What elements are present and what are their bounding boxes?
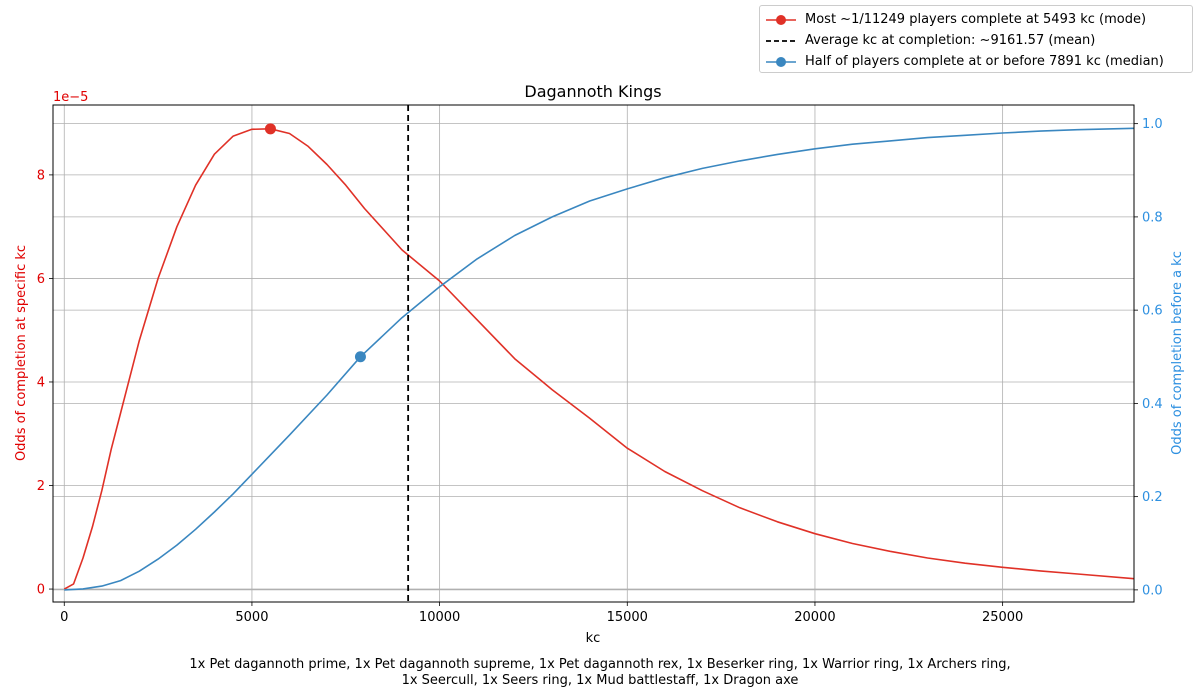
x-axis-label: kc bbox=[586, 631, 601, 646]
y-left-tick-label: 4 bbox=[37, 375, 45, 390]
x-tick-label: 0 bbox=[60, 610, 68, 625]
footnote-line-1: 1x Pet dagannoth prime, 1x Pet dagannoth… bbox=[189, 657, 1011, 672]
plot-frame bbox=[52, 104, 1135, 603]
y-left-tick-label: 8 bbox=[37, 168, 45, 183]
x-tick-label: 10000 bbox=[419, 610, 460, 625]
y-axis-right-label: Odds of completion before a kc bbox=[1170, 251, 1185, 455]
y-axis-left-offset-label: 1e−5 bbox=[53, 90, 88, 105]
median-marker bbox=[354, 351, 366, 363]
y-right-tick-label: 0.8 bbox=[1142, 210, 1163, 225]
chart-title: Dagannoth Kings bbox=[524, 82, 661, 101]
legend-label-median: Half of players complete at or before 78… bbox=[805, 54, 1164, 69]
legend-symbol-mode bbox=[766, 15, 796, 25]
footnote-line-2: 1x Seercull, 1x Seers ring, 1x Mud battl… bbox=[401, 673, 799, 688]
y-right-tick-label: 0.0 bbox=[1142, 583, 1163, 598]
grid-lines bbox=[53, 105, 1134, 602]
x-tick-label: 20000 bbox=[794, 610, 835, 625]
legend-item-mean: Average kc at completion: ~9161.57 (mean… bbox=[760, 31, 1192, 51]
y-left-tick-label: 0 bbox=[37, 583, 45, 598]
pdf-line bbox=[63, 128, 1135, 590]
legend-symbol-median bbox=[766, 57, 796, 67]
y-left-tick-label: 6 bbox=[37, 272, 45, 287]
legend-label-mode: Most ~1/11249 players complete at 5493 k… bbox=[805, 12, 1147, 27]
y-right-tick-label: 0.6 bbox=[1142, 304, 1163, 319]
x-tick-label: 25000 bbox=[982, 610, 1023, 625]
y-axis-left-label: Odds of completion at specific kc bbox=[14, 245, 29, 461]
legend-item-median: Half of players complete at or before 78… bbox=[760, 52, 1192, 72]
mode-marker bbox=[264, 123, 276, 135]
cdf-line bbox=[64, 127, 1135, 591]
series-lines bbox=[63, 105, 1135, 602]
legend: Most ~1/11249 players complete at 5493 k… bbox=[759, 5, 1193, 73]
legend-symbol-mean bbox=[766, 40, 796, 42]
y-left-tick-label: 2 bbox=[37, 479, 45, 494]
y-right-tick-label: 0.4 bbox=[1142, 397, 1163, 412]
axes: 0 5000 10000 15000 20000 25000 0 2 4 6 8 0.0 0.2 0.4 0… bbox=[37, 104, 1163, 625]
y-right-tick-label: 1.0 bbox=[1142, 117, 1163, 132]
legend-item-mode: Most ~1/11249 players complete at 5493 k… bbox=[760, 10, 1192, 30]
legend-label-mean: Average kc at completion: ~9161.57 (mean… bbox=[805, 33, 1096, 48]
y-right-tick-label: 0.2 bbox=[1142, 490, 1163, 505]
drop-list-footnote: 1x Pet dagannoth prime, 1x Pet dagannoth… bbox=[0, 657, 1200, 689]
x-tick-label: 5000 bbox=[235, 610, 268, 625]
x-tick-label: 15000 bbox=[607, 610, 648, 625]
